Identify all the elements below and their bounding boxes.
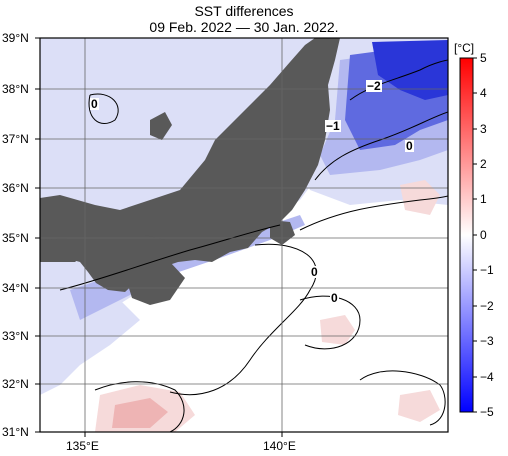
frame-ticks: [35, 37, 283, 437]
lat-label: 39°N: [2, 31, 29, 45]
anomaly-fields: [40, 38, 448, 432]
map-frame: [39, 37, 449, 433]
colorbar-ticks: [473, 57, 477, 413]
colorbar-tick-label: 0: [480, 228, 487, 242]
lat-label: 33°N: [2, 329, 29, 343]
lat-label: 35°N: [2, 231, 29, 245]
contour-label: −1: [325, 119, 341, 133]
colorbar-tick-label: 4: [480, 86, 487, 100]
colorbar-tick-label: −2: [480, 299, 494, 313]
contour-zero-west: [88, 93, 119, 125]
contour-label: 0: [330, 291, 339, 305]
colorbar-unit: [°C]: [454, 41, 475, 55]
lon-label: 135°E: [66, 439, 99, 453]
colorbar-tick-label: 5: [480, 51, 487, 65]
contour-label: 0: [405, 139, 414, 153]
colorbar-tick-label: −3: [480, 334, 494, 348]
contour-label: −2: [366, 79, 382, 93]
contour-label: 0: [90, 97, 99, 111]
neg-anomaly-southwest: [40, 300, 140, 395]
colorbar-tick-label: −4: [480, 370, 494, 384]
colorbar-tick-label: −5: [480, 405, 494, 419]
neg-anomaly-northeast-deep: [372, 40, 448, 100]
map-subtitle: 09 Feb. 2022 — 30 Jan. 2022.: [149, 19, 339, 35]
pos-anomaly-east: [400, 180, 440, 215]
map-title: SST differences: [194, 3, 294, 19]
contour-label: 0: [310, 265, 319, 279]
lat-label: 32°N: [2, 377, 29, 391]
contour-zero-center: [299, 295, 361, 350]
lat-label: 31°N: [2, 425, 29, 439]
lat-label: 37°N: [2, 132, 29, 146]
lat-label: 38°N: [2, 82, 29, 96]
contour-coast-band: [59, 224, 281, 291]
land-noto: [150, 112, 172, 140]
lon-label: 140°E: [263, 439, 296, 453]
colorbar-tick-label: 2: [480, 157, 487, 171]
land-kii: [128, 262, 185, 305]
land-west-coast: [40, 238, 90, 262]
contour-zero-south: [169, 243, 317, 396]
contour-zero-main: [299, 195, 448, 231]
pos-anomaly-south-mid: [112, 398, 168, 428]
colorbar: [459, 57, 474, 413]
colorbar-tick-label: 1: [480, 192, 487, 206]
graticule: [40, 38, 448, 432]
land-peninsula: [145, 235, 178, 262]
contour-zero-southeast: [359, 370, 446, 426]
pos-anomaly-southeast: [398, 390, 440, 422]
contour-minus-one: [314, 111, 448, 181]
lat-label: 36°N: [2, 181, 29, 195]
contour-lines: [59, 59, 448, 432]
lat-label: 34°N: [2, 281, 29, 295]
colorbar-tick-label: −1: [480, 263, 494, 277]
pos-anomaly-center: [320, 315, 355, 345]
colorbar-tick-label: 3: [480, 122, 487, 136]
